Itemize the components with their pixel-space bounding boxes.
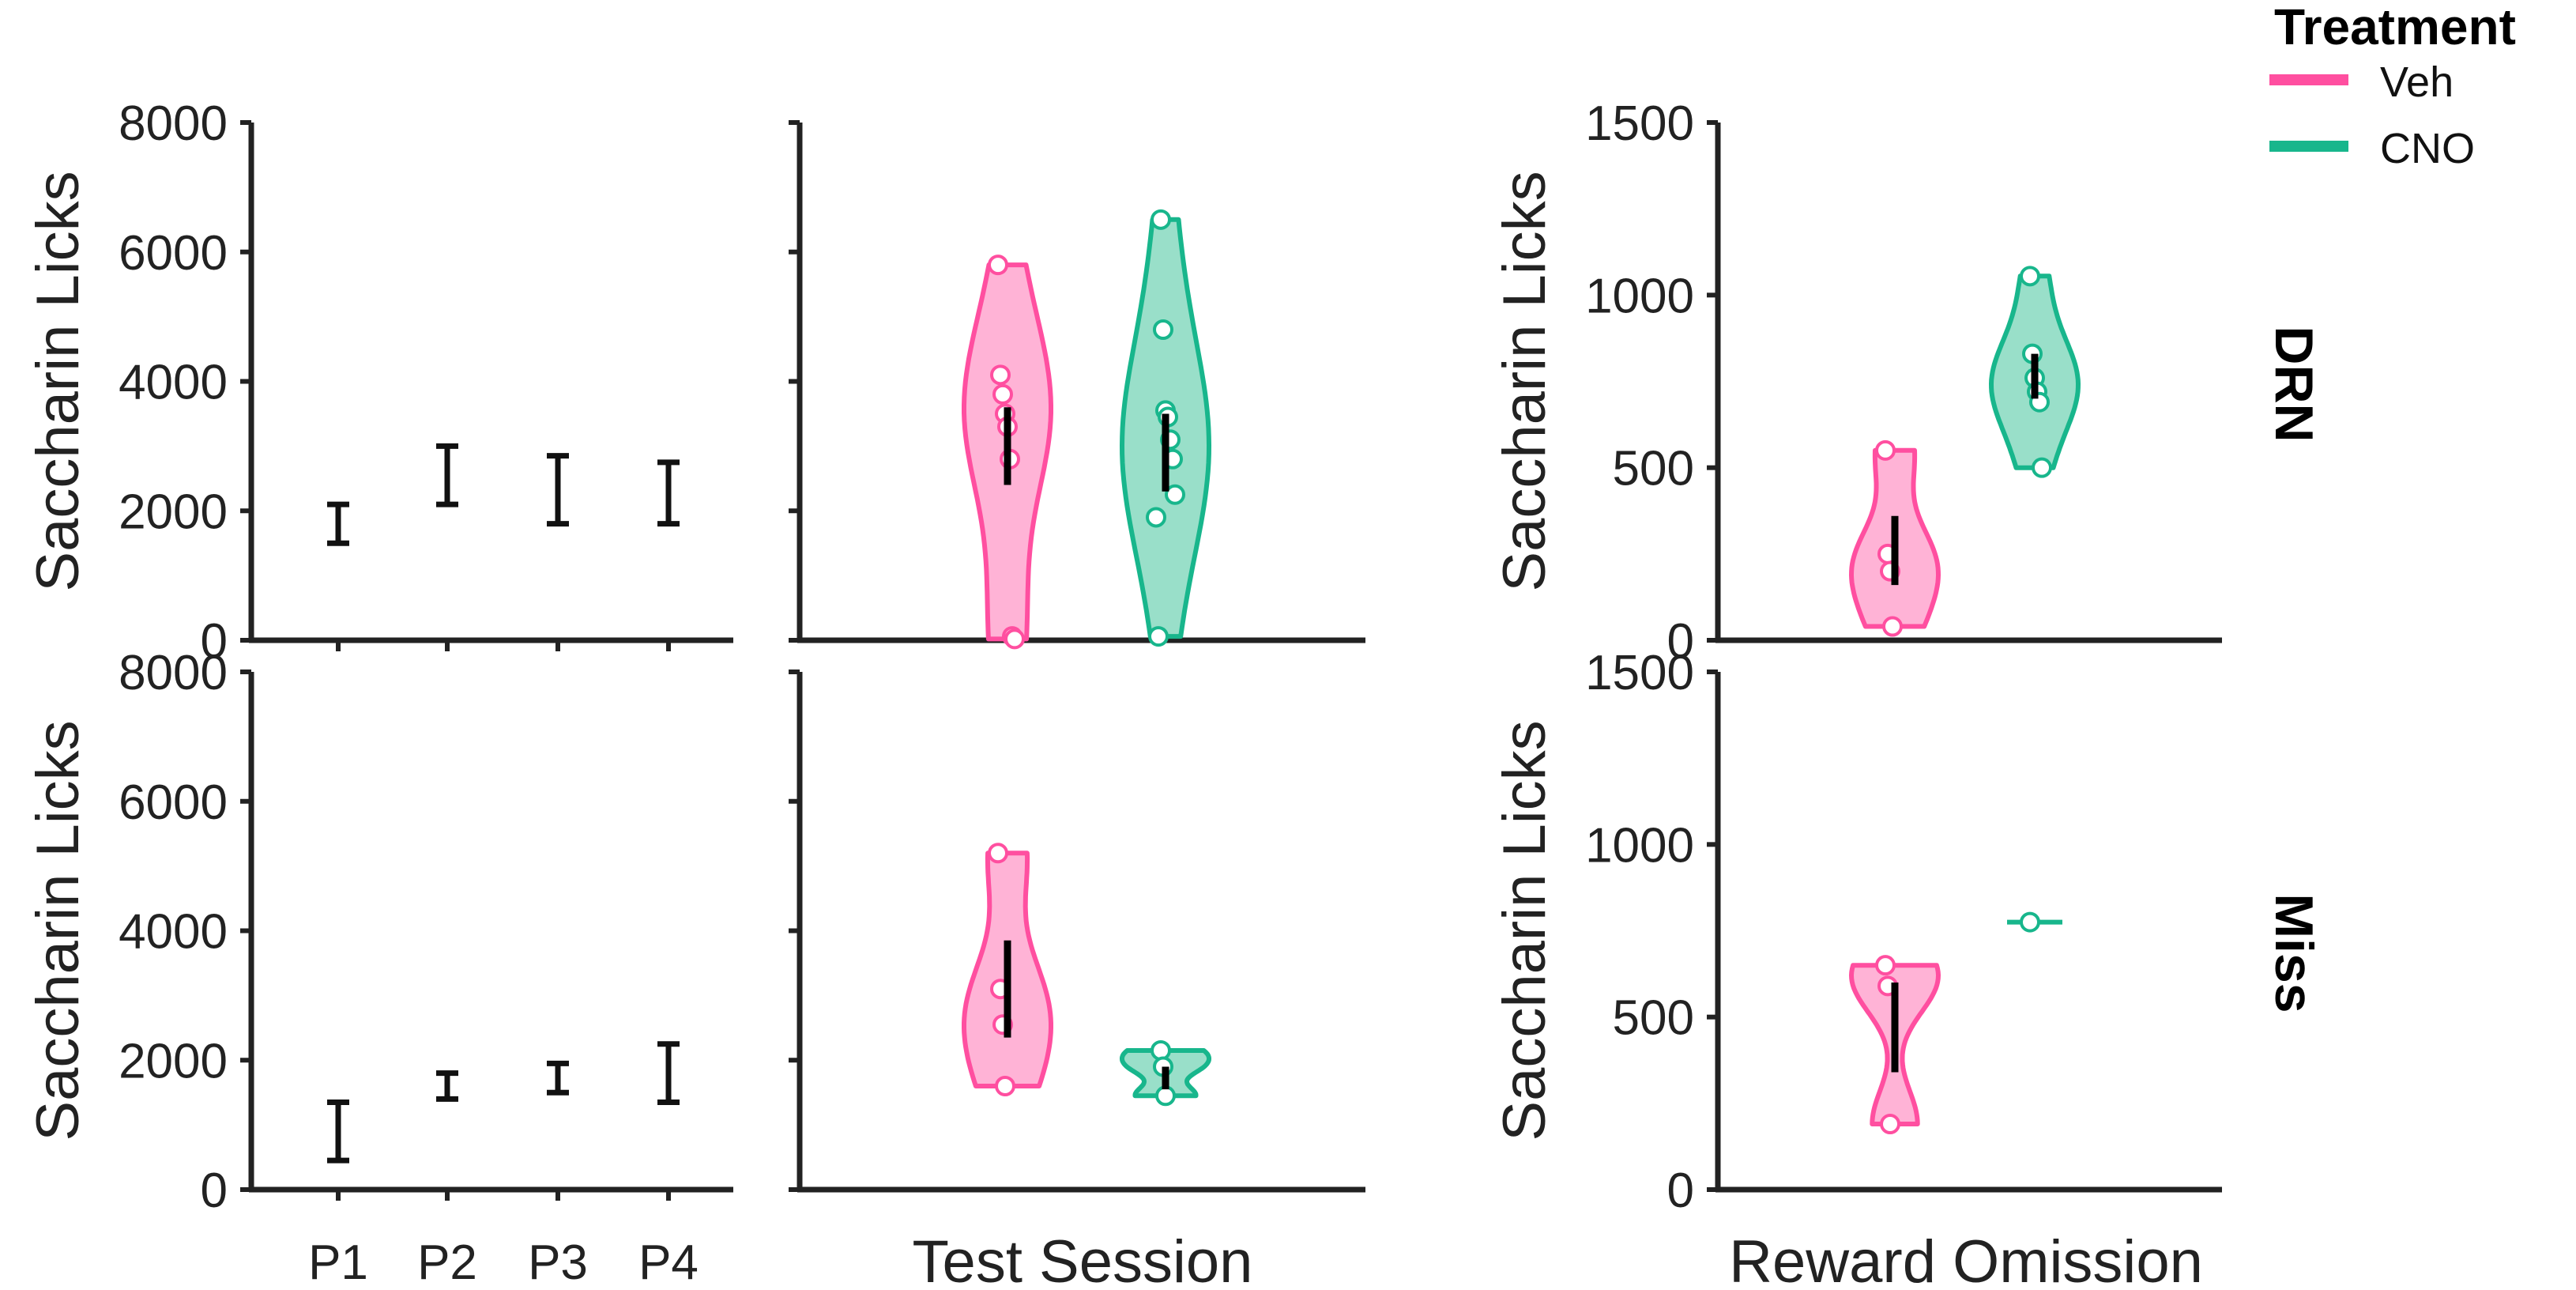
data-point [1148,626,1169,647]
y-axis-title: Saccharin Licks [24,720,92,1141]
y-tick-label: 6000 [119,775,228,830]
y-tick-label: 1000 [1585,269,1694,323]
y-tick-label: 1000 [1585,818,1694,873]
panels: 0 2000 4000 6000 8000 Saccharin Licks 0 500 1000… [24,96,2222,1290]
data-point [988,255,1008,276]
panel-reward_omission-miss: 0 500 1000 1500 Saccharin Licks [1491,646,2222,1218]
data-point [1165,484,1185,505]
legend-label-cno: CNO [2380,125,2475,172]
data-point [1875,439,1896,461]
errorbar-p2 [436,443,458,507]
errorbar-p3 [547,453,569,527]
y-tick-label: 0 [1667,1164,1694,1218]
data-point [2020,266,2040,287]
legend-swatch-veh [2269,74,2348,85]
data-point [988,843,1008,864]
panel-sessions-drn: 0 2000 4000 6000 8000 Saccharin Licks [24,96,733,669]
data-point [990,364,1011,386]
violin-cno [2007,911,2062,933]
y-tick-label: 2000 [119,1034,228,1088]
y-tick-label: 500 [1613,442,1694,496]
errorbar-p1 [327,1099,349,1164]
violin-cno [1120,209,1211,647]
violin-veh [1849,439,1941,637]
violin-veh [1849,955,1941,1135]
data-point [995,1076,1015,1096]
y-tick-label: 8000 [119,646,228,700]
data-point [1151,209,1171,230]
errorbar-p3 [547,1060,569,1096]
data-point [1153,319,1173,340]
violin-cno [1120,1039,1211,1107]
panel-test_session-miss [789,670,1365,1193]
panel-sessions-miss: 0 2000 4000 6000 8000 Saccharin Licks P1 P2 P3 P4 [24,646,733,1290]
x-tick-label: P1 [308,1235,368,1290]
data-point [1151,1039,1171,1061]
y-tick-label: 2000 [119,485,228,539]
data-point [1882,616,1903,637]
strip-label-miss: Miss [2264,893,2324,1013]
y-tick-label: 500 [1613,991,1694,1046]
data-point [1004,628,1025,650]
y-tick-label: 8000 [119,96,228,151]
data-point [2020,911,2040,933]
data-point [1880,1114,1900,1135]
x-tick-label: P3 [528,1235,588,1290]
errorbar-p2 [436,1070,458,1102]
violin-cno [1989,266,2081,478]
y-tick-label: 4000 [119,905,228,960]
errorbar-p4 [657,459,680,527]
y-tick-label: 4000 [119,356,228,410]
violin-veh [962,255,1053,650]
data-point [992,383,1013,405]
x-axis-title-test-session: Test Session [913,1228,1253,1290]
y-tick-label: 1500 [1585,646,1694,700]
x-axis-title-reward-omission: Reward Omission [1729,1228,2203,1290]
panel-reward_omission-drn: 0 500 1000 1500 Saccharin Licks [1491,96,2222,669]
errorbar-p1 [327,501,349,546]
y-tick-label: 1500 [1585,96,1694,151]
data-point [2032,457,2052,478]
legend-swatch-cno [2269,141,2348,152]
y-tick-label: 0 [1667,614,1694,669]
data-point [1146,507,1166,528]
errorbar-p4 [657,1041,680,1105]
legend: Treatment Veh CNO [2269,0,2516,172]
data-point [1155,1085,1176,1107]
y-axis-title: Saccharin Licks [24,171,92,591]
x-tick-label: P4 [638,1235,699,1290]
y-tick-label: 0 [201,614,228,669]
data-point [1875,955,1896,976]
panel-test_session-drn [789,120,1365,650]
y-tick-label: 0 [201,1164,228,1218]
y-axis-title: Saccharin Licks [1491,720,1558,1141]
strip-label-drn: DRN [2264,326,2324,442]
y-axis-title: Saccharin Licks [1491,171,1558,591]
y-tick-label: 6000 [119,226,228,281]
violin-veh [962,843,1053,1096]
x-tick-label: P2 [417,1235,477,1290]
legend-title: Treatment [2274,0,2516,55]
legend-label-veh: Veh [2380,58,2454,106]
